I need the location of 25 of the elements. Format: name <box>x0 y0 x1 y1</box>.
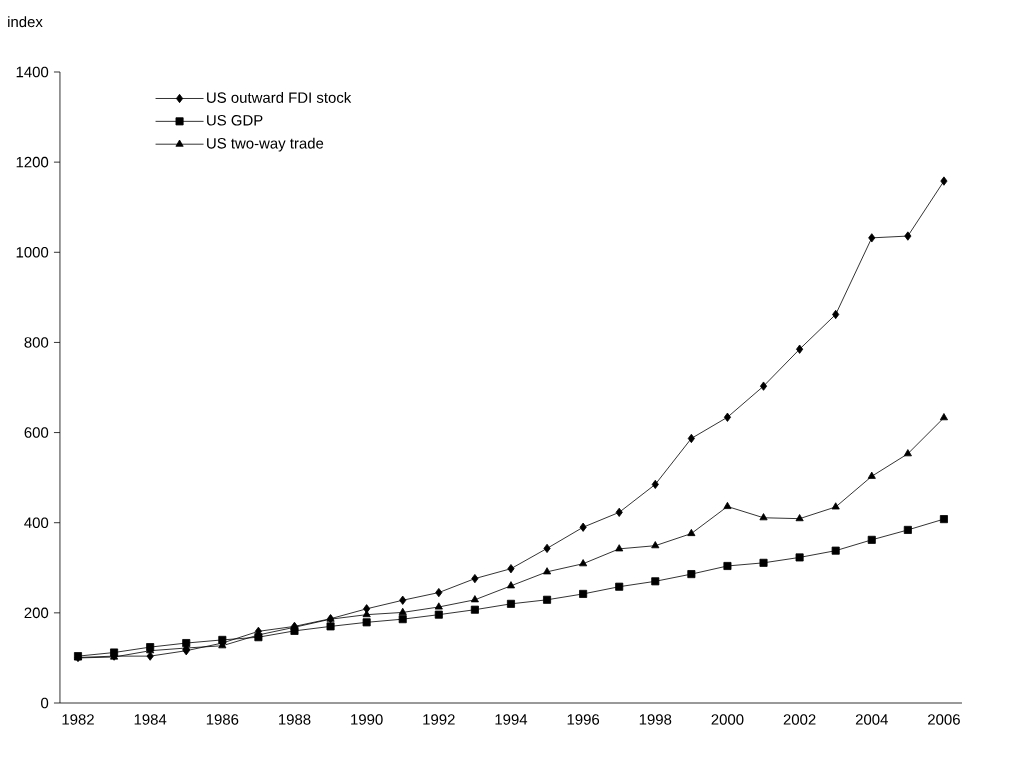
x-tick-label: 1998 <box>639 714 672 725</box>
x-tick-label: 1984 <box>134 714 167 725</box>
legend-label: US GDP <box>207 115 263 126</box>
y-axis-title: index <box>8 16 43 28</box>
x-tick-label: 2002 <box>783 714 816 725</box>
y-tick-label: 400 <box>24 517 49 528</box>
y-tick-label: 800 <box>24 337 49 348</box>
y-tick-label: 0 <box>41 697 49 709</box>
x-tick-label: 1996 <box>567 714 600 725</box>
x-tick-label: 2004 <box>855 714 888 725</box>
legend-label: US two-way trade <box>207 137 324 152</box>
x-tick-label: 1990 <box>351 714 383 725</box>
x-tick-label: 2006 <box>928 714 960 725</box>
x-tick-label: 1992 <box>423 714 455 725</box>
y-tick-label: 1000 <box>16 246 49 258</box>
x-tick-label: 2000 <box>711 714 744 725</box>
y-tick-label: 200 <box>24 607 49 619</box>
y-tick-label: 1400 <box>16 66 49 78</box>
x-tick-label: 1988 <box>279 714 311 725</box>
x-tick-label: 1994 <box>495 714 528 725</box>
x-tick-label: 1986 <box>206 714 239 725</box>
legend-label: US outward FDI stock <box>207 91 352 103</box>
y-tick-label: 600 <box>24 427 49 438</box>
x-tick-label: 1982 <box>62 714 94 725</box>
y-tick-label: 1200 <box>16 156 49 168</box>
